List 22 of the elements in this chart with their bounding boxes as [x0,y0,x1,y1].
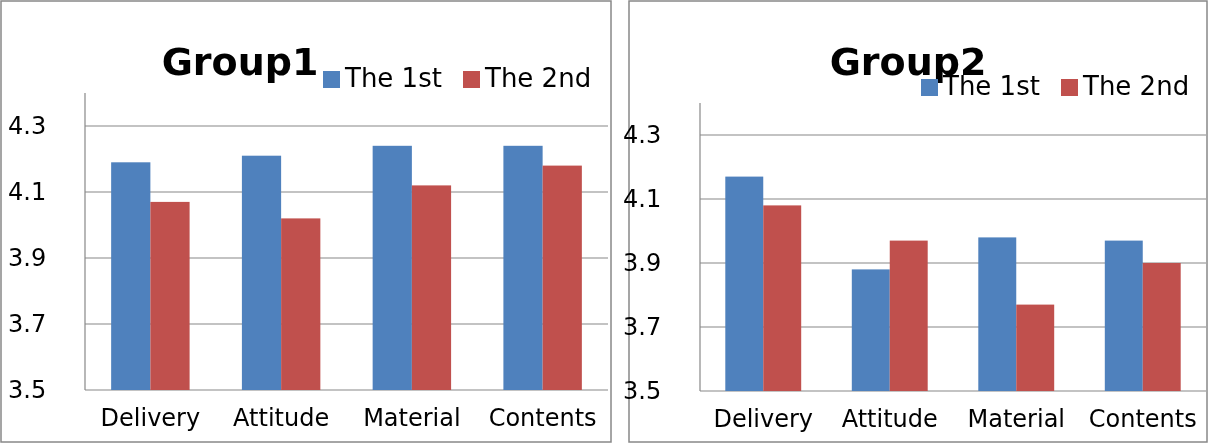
y-tick-label: 3.5 [8,376,47,405]
y-tick-label: 4.1 [8,178,47,207]
y-tick-label: 4.1 [623,185,662,214]
y-tick-label: 3.5 [623,377,662,406]
y-tick-label: 3.9 [623,249,662,278]
y-tick-label: 4.3 [623,121,662,150]
y-tick-label: 3.9 [8,244,47,273]
y-tick-label: 4.3 [8,112,47,141]
x-tick-label: Contents [1088,405,1197,433]
y-tick-label: 3.7 [8,310,47,339]
legend-label: The 2nd [1082,71,1190,101]
x-tick-label: Material [363,404,461,432]
x-tick-label: Material [967,405,1065,433]
x-tick-label: Delivery [713,405,814,433]
y-tick-label: 3.7 [623,313,662,342]
x-tick-label: Contents [488,404,597,432]
legend-label: The 1st [344,63,442,93]
x-tick-label: Attitude [233,404,330,432]
x-tick-label: Delivery [100,404,201,432]
x-tick-label: Attitude [841,405,938,433]
chart-title: Group1 [161,40,319,84]
legend-label: The 2nd [484,63,592,93]
